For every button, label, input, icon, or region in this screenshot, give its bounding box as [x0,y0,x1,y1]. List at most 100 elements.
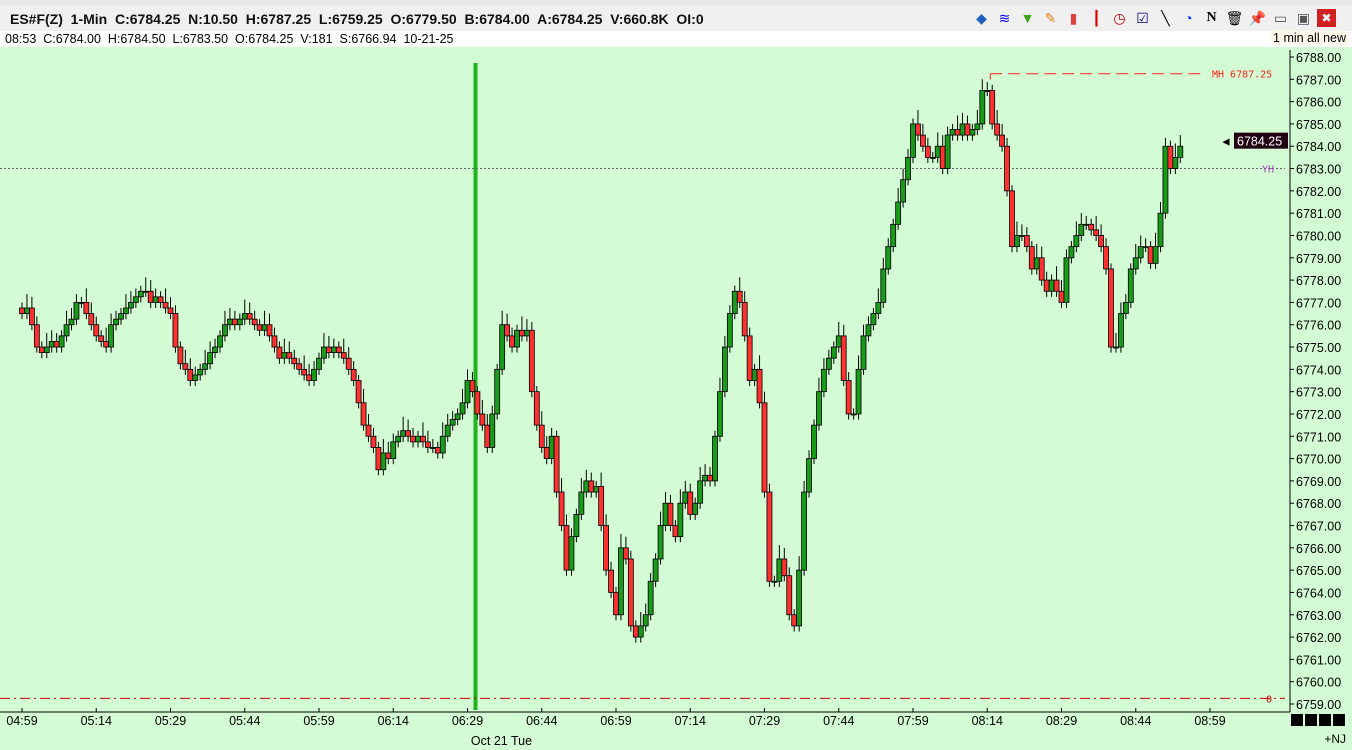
candle-body [915,123,921,136]
candle-body [528,329,535,393]
clock-icon[interactable]: ◷ [1113,9,1126,26]
candle-body [746,335,753,381]
candle-body [751,368,758,381]
angle-icon[interactable]: ◔ [1184,10,1193,26]
last-price-tag [1234,132,1288,149]
candle-body [340,352,347,359]
candle-body [811,424,817,459]
candle-body [895,201,902,225]
candle-body [390,441,397,459]
checklist-icon[interactable]: ☑ [1136,9,1149,26]
candle-body [1093,229,1100,236]
candle-body [58,335,65,348]
candle-body [855,368,862,415]
candle-body [1078,223,1085,236]
candle-body [533,391,540,426]
candle-body [514,329,520,348]
candle-body [667,502,674,526]
candle-body [1172,156,1179,169]
candle-body [157,296,164,303]
toolbar: ◆ ≋ ▼ ✎ ▮ ┃ ◷ ☑ ╲ ◔ N 🗑 📌 ▭ ▣ ✖ [972,7,1336,29]
x-tick-label: 08:59 [1194,714,1225,728]
candle-body [306,374,313,381]
maximize-icon[interactable]: ▣ [1296,9,1311,26]
candle-body [821,368,827,393]
n-icon[interactable]: N [1206,10,1217,25]
candle-body [1167,145,1174,169]
candle-body [1108,268,1114,348]
candle-body [702,474,708,482]
pencil-icon[interactable]: ✎ [1044,9,1057,26]
funnel-icon[interactable]: ▼ [1020,10,1035,26]
pin-icon[interactable]: 📌 [1248,9,1267,26]
candle-body [578,491,585,515]
arcs-icon[interactable]: ≋ [998,9,1011,26]
candle-body [360,402,367,426]
candle-body [202,363,209,370]
candle-body [261,324,268,331]
candle-body [801,491,807,571]
y-tick-label: 6785.00 [1296,118,1341,132]
trash-icon[interactable]: 🗑 [1225,9,1244,26]
candle-body [1142,246,1149,249]
y-tick-label: 6778.00 [1296,274,1341,288]
shapes-icon[interactable]: ◆ [976,9,987,26]
candle-body [979,90,986,125]
candle-body [504,324,511,337]
candle-body [177,346,184,365]
candle-body [825,357,832,370]
candle-body [1088,223,1095,231]
candle-body [623,547,629,560]
candle-body [226,318,233,326]
candle-body [920,134,926,147]
candle-body [187,368,194,381]
candle-body [548,435,555,459]
candle-body [375,447,382,471]
y-tick-label: 6761.00 [1296,653,1341,667]
candle-body [325,346,332,354]
candle-body [796,569,803,627]
candle-body [781,558,788,577]
candle-body [885,246,892,270]
candle-body [172,313,179,348]
candle-body [281,352,288,359]
y-tick-label: 6764.00 [1296,586,1341,600]
candle-body [618,547,624,616]
candle-body [657,525,664,560]
x-tick-label: 08:44 [1120,714,1151,728]
candle-body [519,329,525,337]
bar-chart-icon[interactable]: ▮ [1069,9,1078,26]
minimize-icon[interactable]: ▭ [1273,9,1288,26]
candle-body [217,335,223,348]
candle-body [974,123,981,130]
candle-body [1023,235,1030,248]
candle-body [291,357,298,365]
candle-body [1127,268,1134,303]
status-blocks [1291,714,1345,726]
candle-body [424,441,431,448]
x-tick-label: 05:59 [303,714,334,728]
chart-name[interactable]: 1 min all new [1271,31,1348,45]
candle-body [687,491,694,515]
candle-body [959,123,966,136]
candle-body [400,430,407,437]
candle-body [276,346,283,359]
candle-body [335,346,342,354]
candle-body [222,324,228,337]
candle-body [118,313,124,320]
candle-body [1132,257,1139,270]
y-tick-label: 6782.00 [1296,185,1341,199]
candle-body [489,413,496,448]
candle-icon[interactable]: ┃ [1092,9,1101,26]
y-tick-label: 6769.00 [1296,475,1341,489]
candle-body [78,302,85,304]
candle-body [127,302,134,309]
candle-body [905,156,911,181]
draw-line-icon[interactable]: ╲ [1161,9,1170,26]
close-icon[interactable]: ✖ [1317,9,1336,27]
candle-body [251,318,258,326]
x-tick-label: 05:14 [81,714,112,728]
candle-body [132,296,139,303]
candle-body [816,391,822,426]
